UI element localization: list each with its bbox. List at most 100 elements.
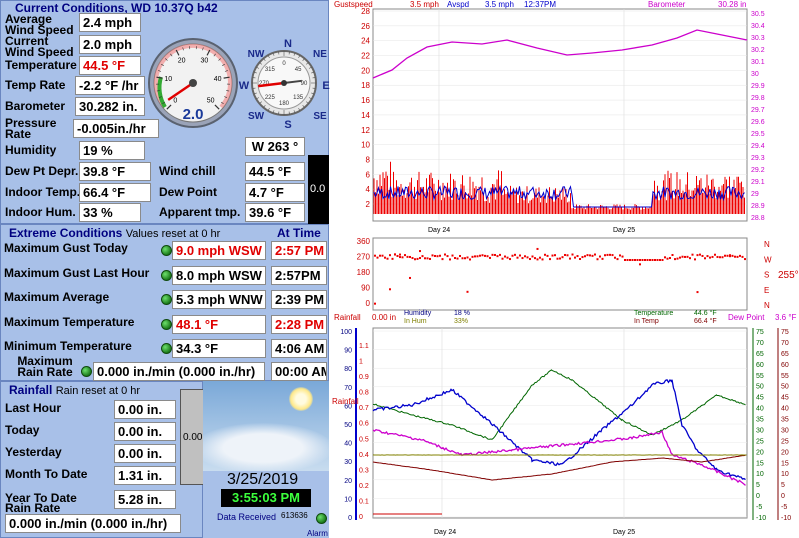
gauge-tick-label: 20 <box>178 58 186 65</box>
inhum-header-val: 33% <box>454 318 468 325</box>
dir-dot <box>521 257 524 260</box>
dewpt-label: Dew Pt Depr. <box>5 164 79 178</box>
dir-dot <box>744 258 746 261</box>
gust-header-val: 3.5 mph <box>410 0 439 9</box>
dir-dot <box>731 254 734 257</box>
dir-dot <box>606 253 609 256</box>
dir-dot <box>724 254 726 257</box>
rain-bar: 0.00 <box>180 389 204 485</box>
compass-tick <box>252 77 256 79</box>
compass-tick <box>311 71 315 74</box>
sun-icon <box>289 387 313 411</box>
bot-right-tick-green: -5 <box>756 504 762 511</box>
gauge-tick-label: 40 <box>214 76 222 83</box>
gauge-tick-label: 50 <box>207 98 215 105</box>
top-right-tick: 30.4 <box>751 23 765 30</box>
extreme-led[interactable] <box>161 270 172 281</box>
dir-dot <box>486 255 489 258</box>
dir-dot <box>611 254 614 257</box>
gauge-tick <box>162 101 166 105</box>
gauge-tick <box>158 70 162 72</box>
dir-dot <box>681 255 684 258</box>
dir-dot <box>574 256 576 259</box>
avspd-header-val: 3.5 mph <box>485 0 514 9</box>
dir-dot <box>584 255 586 258</box>
bot-right-tick-red: 45 <box>781 395 789 402</box>
dir-dot <box>706 255 709 258</box>
dir-tick: 0 <box>366 299 371 308</box>
bot-left-tick: 60 <box>344 403 352 410</box>
dir-dot <box>716 255 719 258</box>
dir-dot <box>651 259 654 261</box>
bot-right-tick-red: 0 <box>781 493 785 500</box>
extreme-led[interactable] <box>161 343 172 354</box>
extreme-led[interactable] <box>161 319 172 330</box>
bot-right-tick-green: 35 <box>756 417 764 424</box>
compass-tick <box>256 66 260 69</box>
bot-left-tick: 20 <box>344 478 352 485</box>
compass-tick <box>312 77 316 79</box>
dir-dot <box>519 254 521 257</box>
bot-right-tick-green: 20 <box>756 449 764 456</box>
alarm-label: Alarm <box>307 529 328 538</box>
dir-dot <box>734 255 736 258</box>
windchill-label: Wind chill <box>159 164 216 178</box>
dir-dot <box>466 256 469 259</box>
alarm-led[interactable] <box>316 513 327 524</box>
dir-dot <box>536 247 539 250</box>
rain-row-value: 0.00 in. <box>114 444 176 463</box>
bot-left-tick: 80 <box>344 366 352 373</box>
dir-dot <box>514 253 516 256</box>
dir-dot <box>549 258 551 261</box>
dir-dot <box>644 259 646 261</box>
dir-dot <box>571 253 574 256</box>
gust-header: Gustspeed <box>334 0 373 9</box>
gauge-tick <box>218 58 221 61</box>
dir-dot <box>474 255 476 258</box>
dir-dot <box>659 259 661 261</box>
compass-tick <box>308 97 312 100</box>
dir-dot <box>614 256 616 259</box>
extreme-value: 9.0 mph WSW <box>172 241 266 260</box>
bot-right-tick-red: 50 <box>781 384 789 391</box>
top-right-tick: 29 <box>751 191 759 198</box>
dir-dot <box>399 256 401 259</box>
dir-tick: 90 <box>361 284 370 293</box>
compass-tick <box>302 105 305 108</box>
extreme-led[interactable] <box>81 366 92 377</box>
extreme-value: 5.3 mph WNW <box>172 290 266 309</box>
top-left-tick: 10 <box>361 141 370 150</box>
compass-tick <box>256 97 260 100</box>
dir-letter: S <box>764 271 769 280</box>
dir-dot <box>376 256 379 259</box>
rain-row-label: Month To Date <box>5 467 88 481</box>
rain-header: Rainfall <box>334 313 361 322</box>
rainfall-panel: Rainfall Rain reset at 0 hr Last Hour 0.0… <box>0 381 204 538</box>
extreme-led[interactable] <box>161 245 172 256</box>
gauge-tick <box>202 47 204 51</box>
dir-dot <box>429 257 431 260</box>
bot-rain-tick: 0.8 <box>359 390 369 397</box>
bottom-left-rain-label: Rainfall <box>332 397 359 406</box>
dir-dot <box>726 254 729 257</box>
dir-dot <box>576 255 579 258</box>
rain-row-label: Last Hour <box>5 401 62 415</box>
extreme-led[interactable] <box>161 294 172 305</box>
top-left-tick: 22 <box>361 52 370 61</box>
dir-dot <box>466 290 469 293</box>
baro-label: Barometer <box>5 99 66 113</box>
extreme-value: 8.0 mph WSW <box>172 266 266 285</box>
dir-dot <box>594 253 596 256</box>
dir-dot <box>404 254 406 257</box>
dir-dot <box>374 254 376 257</box>
dir-dot <box>696 291 699 294</box>
dir-dot <box>424 257 426 260</box>
bot-left-tick: 100 <box>340 329 352 336</box>
dir-dot <box>431 254 434 257</box>
bot-left-tick: 0 <box>348 515 352 522</box>
dir-dot <box>454 257 456 260</box>
compass-tick <box>272 110 275 114</box>
compass-ne: NE <box>313 49 327 60</box>
gauge-tick <box>166 104 172 110</box>
cur-wind-label: Current Wind Speed <box>5 34 74 59</box>
